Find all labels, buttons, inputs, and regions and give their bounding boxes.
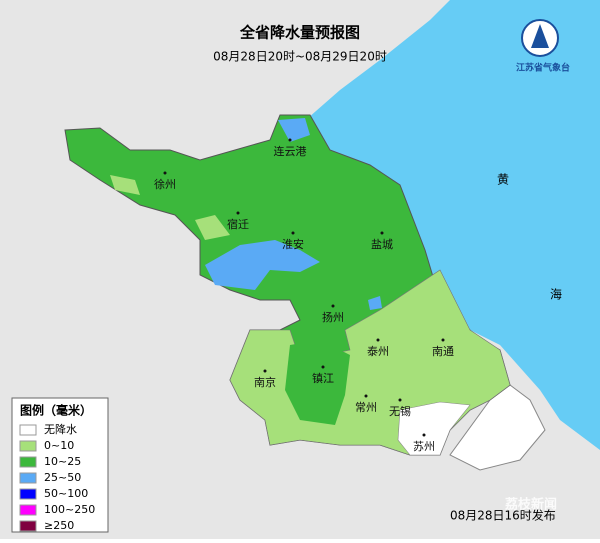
zhenjiang-rain-10-25 — [285, 340, 350, 425]
city-label: 徐州 — [154, 177, 176, 191]
legend-label: 25~50 — [44, 471, 81, 484]
sea-label: 海 — [550, 287, 562, 302]
rain-0-10-patch — [110, 175, 230, 240]
city-label: 连云港 — [274, 145, 307, 158]
legend-label: 50~100 — [44, 487, 88, 500]
city-label: 淮安 — [282, 237, 304, 251]
legend-swatch — [19, 488, 37, 500]
legend-swatch — [19, 424, 37, 436]
city-dot — [163, 171, 167, 175]
city-label: 南京 — [254, 375, 276, 389]
subtitle: 08月28日20时~08月29日20时 — [213, 50, 387, 64]
city-dot — [236, 211, 240, 215]
city-dot — [364, 394, 368, 398]
city-dot — [380, 231, 384, 235]
rain-25-50-huaian — [205, 240, 320, 290]
legend-label: 10~25 — [44, 455, 81, 468]
city-dot — [331, 304, 335, 308]
legend-swatch — [19, 440, 37, 452]
city-label: 南通 — [432, 345, 454, 358]
city-label: 常州 — [355, 401, 377, 414]
city-dot — [321, 365, 325, 369]
legend-swatch — [19, 456, 37, 468]
city-label: 扬州 — [322, 310, 344, 324]
logo-shape — [531, 24, 549, 48]
sea — [300, 0, 600, 450]
rain-25-50-patch — [278, 118, 382, 310]
legend-swatch — [19, 520, 37, 532]
footer: 08月28日16时发布 — [450, 508, 556, 523]
legend-label: 100~250 — [44, 503, 95, 516]
logo-text: 江苏省气象台 — [516, 62, 570, 74]
sea-label: 黄 — [497, 173, 509, 187]
legend-title: 图例（毫米） — [20, 403, 92, 418]
watermark: 荔枝新闻 — [504, 497, 557, 513]
city-label: 宿迁 — [227, 217, 249, 231]
city-dot — [441, 338, 445, 342]
legend-swatch — [19, 504, 37, 516]
city-label: 泰州 — [367, 344, 389, 358]
city-label: 苏州 — [413, 440, 435, 453]
city-label: 盐城 — [371, 238, 393, 251]
title: 全省降水量预报图 — [239, 24, 360, 42]
city-label: 镇江 — [312, 371, 334, 385]
legend-swatch — [19, 472, 37, 484]
city-dot — [398, 398, 402, 402]
city-dot — [263, 369, 267, 373]
city-label: 无锡 — [389, 404, 411, 418]
city-dot — [422, 433, 426, 437]
shanghai-region — [449, 384, 546, 471]
city-dot — [376, 338, 380, 342]
city-dot — [288, 138, 292, 142]
no-rain-suzhou — [397, 401, 471, 456]
city-dot — [291, 231, 295, 235]
legend-label: ≥250 — [44, 519, 74, 532]
legend-label: 0~10 — [44, 439, 74, 452]
legend-label: 无降水 — [44, 422, 77, 436]
